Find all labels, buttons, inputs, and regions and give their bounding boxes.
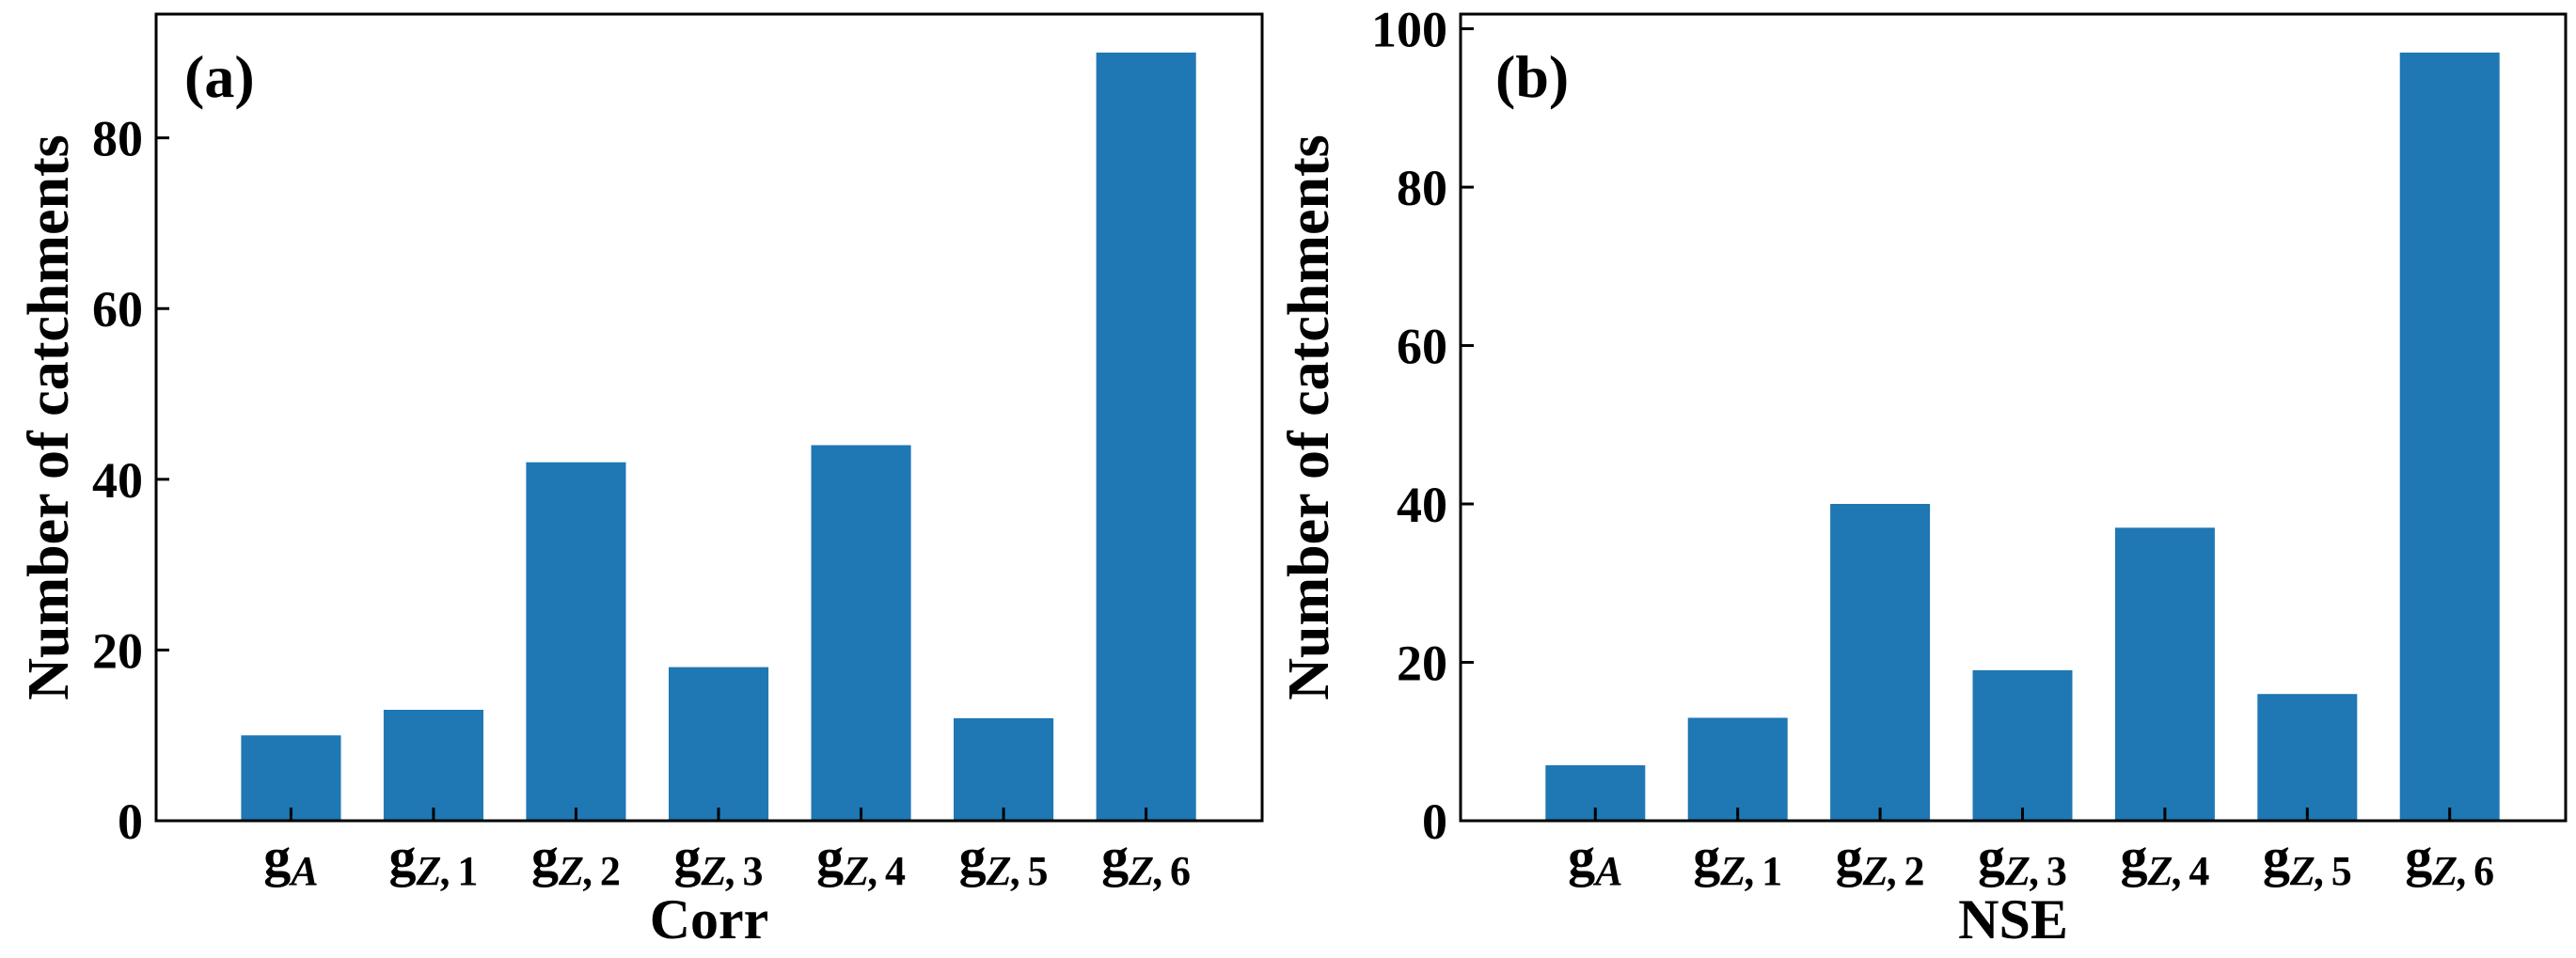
bar-5	[2114, 527, 2215, 821]
bar-7	[1096, 52, 1196, 821]
bar-6	[2257, 694, 2358, 821]
x-tick-label: gZ, 4	[2120, 826, 2209, 894]
plot-frame	[154, 12, 1264, 823]
y-tick-label: 0	[118, 793, 143, 850]
x-tick-label: gA	[263, 826, 318, 894]
x-tick-label: gZ, 3	[1978, 826, 2067, 894]
bar-4	[669, 667, 769, 821]
plot-frame	[1459, 12, 2568, 823]
chart-panel-b: 0 20 40 60 80 100 gA gZ, 1 gZ, 2 gZ, 3 gZ, 4 gZ, 5 gZ, 6 (b…	[1277, 2, 2568, 950]
x-tick-label: gZ, 6	[2405, 826, 2494, 894]
bar-2	[383, 710, 483, 821]
bar-5	[811, 445, 911, 821]
bar-6	[954, 718, 1054, 821]
y-axis-label: Number of catchments	[17, 134, 81, 700]
y-tick-label: 60	[92, 281, 143, 338]
y-tick-label: 60	[1397, 319, 1447, 375]
x-tick-label: gZ, 2	[1836, 826, 1925, 894]
chart-panel-a: 0 20 40 60 80 gA gZ, 1 gZ, 2 gZ, 3 gZ, 4 gZ, 5 gZ, 6 (a) Co…	[17, 12, 1264, 950]
x-tick-label: gA	[1568, 826, 1622, 894]
panel-label: (a)	[184, 43, 255, 110]
y-tick-label: 80	[92, 111, 143, 167]
bar-3	[1830, 504, 1931, 821]
x-tick-label: gZ, 5	[959, 826, 1049, 894]
y-tick-label: 20	[92, 622, 143, 679]
x-tick-label: gZ, 6	[1101, 826, 1191, 894]
x-tick-label: gZ, 2	[531, 826, 621, 894]
bar-7	[2399, 52, 2500, 821]
x-tick-label: gZ, 5	[2263, 826, 2352, 894]
panel-label: (b)	[1495, 43, 1569, 110]
y-tick-label: 40	[1397, 477, 1447, 533]
y-tick-label: 20	[1397, 636, 1447, 692]
y-tick-label: 40	[92, 452, 143, 509]
bar-4	[1972, 669, 2073, 821]
x-tick-label: gZ, 1	[1693, 826, 1782, 894]
x-tick-label: gZ, 3	[674, 826, 764, 894]
y-axis-label: Number of catchments	[1277, 134, 1341, 700]
bar-2	[1687, 717, 1788, 821]
x-tick-label: gZ, 4	[816, 826, 906, 894]
y-tick-label: 0	[1422, 793, 1447, 850]
bar-3	[526, 462, 626, 821]
y-tick-label: 80	[1397, 160, 1447, 216]
bar-1	[241, 735, 341, 821]
x-axis-label: NSE	[1958, 888, 2068, 950]
y-tick-label: 100	[1371, 2, 1447, 58]
x-tick-label: gZ, 1	[388, 826, 478, 894]
x-axis-label: Corr	[650, 888, 769, 950]
